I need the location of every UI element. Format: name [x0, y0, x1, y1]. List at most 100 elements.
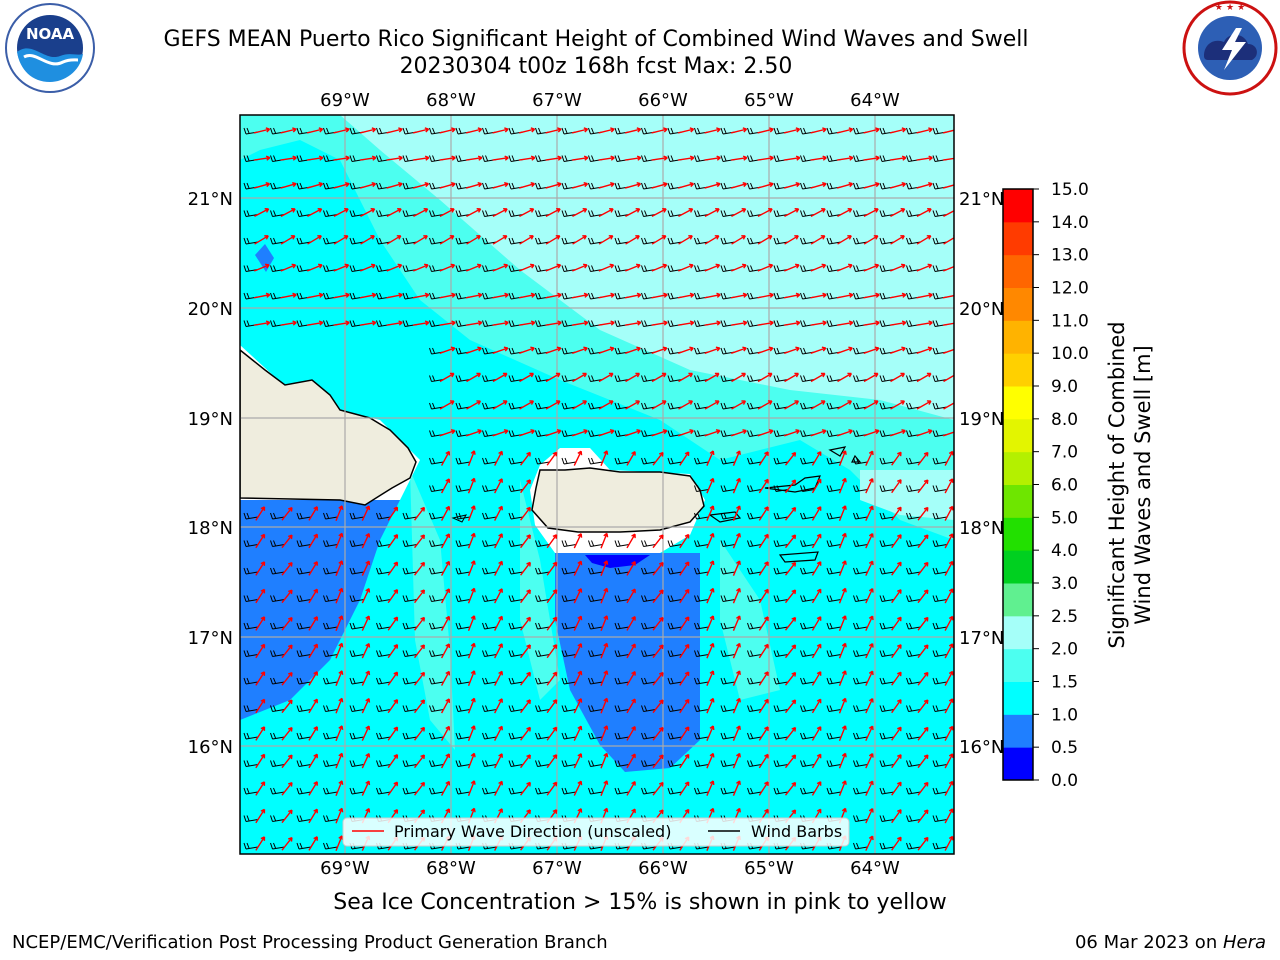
wave-direction-arrow: [281, 836, 293, 851]
wave-direction-arrow: [414, 781, 426, 796]
wave-direction-arrow: [518, 155, 536, 161]
wind-barb: [323, 815, 338, 822]
wind-barb: [932, 457, 948, 465]
wind-barb: [667, 375, 683, 382]
wind-barb: [879, 815, 895, 822]
wind-barb: [932, 732, 948, 740]
wave-direction-arrow: [757, 235, 773, 245]
wave-direction-arrow: [677, 292, 695, 299]
wind-barb: [429, 760, 444, 767]
wind-barb: [826, 595, 842, 602]
wave-direction-arrow: [917, 616, 929, 631]
wave-direction-arrow: [783, 320, 801, 326]
wind-barb: [429, 595, 444, 602]
wind-barb: [535, 732, 550, 740]
wave-direction-arrow: [758, 451, 769, 466]
wind-barb: [773, 567, 789, 575]
wind-barb: [508, 705, 524, 712]
wind-barb: [482, 677, 497, 685]
wave-direction-arrow: [704, 235, 720, 245]
wave-direction-arrow: [412, 181, 430, 189]
wave-direction-arrow: [545, 400, 561, 410]
wave-direction-arrow: [836, 346, 853, 354]
wave-direction-arrow: [944, 450, 954, 466]
wave-direction-arrow: [731, 207, 747, 217]
wave-direction-arrow: [626, 451, 636, 466]
wave-direction-arrow: [706, 780, 715, 796]
wave-direction-arrow: [651, 372, 667, 383]
wind-barb: [879, 732, 895, 740]
wave-direction-arrow: [810, 155, 827, 161]
wave-direction-arrow: [836, 127, 854, 134]
wind-barb: [932, 595, 948, 602]
wave-direction-arrow: [651, 181, 668, 189]
wind-barb: [376, 787, 391, 795]
wave-direction-arrow: [784, 479, 797, 494]
wind-barb: [561, 375, 577, 382]
wind-barb: [747, 512, 762, 520]
wave-direction-arrow: [308, 506, 318, 521]
wave-direction-arrow: [836, 181, 854, 189]
wave-direction-arrow: [944, 753, 954, 769]
wave-direction-arrow: [811, 643, 822, 659]
wind-barb: [906, 457, 921, 465]
wind-barb: [535, 540, 550, 547]
wave-direction-arrow: [545, 429, 562, 437]
colorbar-tick-label: 10.0: [1051, 344, 1089, 364]
wave-direction-arrow: [891, 809, 902, 824]
wave-direction-arrow: [545, 372, 561, 383]
wave-direction-arrow: [837, 372, 853, 383]
wind-barb: [694, 402, 709, 410]
wave-direction-arrow: [361, 643, 371, 659]
wave-direction-arrow: [757, 181, 774, 189]
wave-direction-arrow: [492, 263, 509, 272]
wave-direction-arrow: [865, 808, 874, 824]
wind-barb: [747, 705, 762, 712]
wave-direction-arrow: [783, 346, 800, 354]
wind-barb: [720, 595, 736, 602]
wind-barb: [535, 760, 550, 767]
wave-direction-arrow: [624, 155, 642, 161]
wave-direction-arrow: [863, 235, 879, 245]
wind-barb: [800, 732, 815, 740]
wave-direction-arrow: [333, 207, 349, 217]
wind-barb: [270, 787, 285, 795]
wave-direction-arrow: [704, 292, 721, 299]
wave-direction-arrow: [598, 346, 615, 354]
wind-barb: [906, 787, 921, 795]
wave-direction-arrow: [414, 534, 426, 549]
wind-barb: [376, 677, 391, 685]
wave-direction-arrow: [546, 671, 558, 686]
wind-barb: [402, 760, 418, 767]
wave-direction-arrow: [943, 372, 954, 383]
lon-label-bottom: 66°W: [638, 858, 688, 879]
wind-barb: [747, 650, 762, 657]
wind-barb: [429, 622, 444, 630]
wave-direction-arrow: [414, 754, 426, 769]
wind-barb: [641, 650, 656, 657]
wave-direction-arrow: [679, 671, 690, 686]
wave-direction-arrow: [573, 533, 583, 549]
wave-direction-arrow: [944, 698, 954, 714]
wave-direction-arrow: [518, 346, 535, 354]
wave-direction-arrow: [704, 127, 721, 134]
colorbar-tick-label: 9.0: [1051, 377, 1078, 397]
wave-direction-arrow: [651, 235, 667, 245]
wind-barb: [323, 842, 338, 850]
wind-barb: [429, 237, 444, 245]
wave-direction-arrow: [891, 561, 902, 576]
wave-direction-arrow: [624, 320, 642, 326]
wave-direction-arrow: [889, 429, 906, 437]
wave-direction-arrow: [863, 263, 880, 272]
wind-barb: [376, 595, 391, 602]
wind-barb: [641, 237, 656, 245]
wind-barb: [853, 237, 868, 245]
wave-direction-arrow: [944, 643, 954, 659]
wave-direction-arrow: [757, 263, 774, 272]
wind-barb: [694, 732, 709, 740]
wave-direction-arrow: [545, 207, 561, 217]
wave-direction-arrow: [386, 320, 403, 326]
wave-direction-arrow: [651, 207, 667, 217]
wind-barb: [773, 705, 789, 712]
svg-text:★ ★ ★: ★ ★ ★: [1215, 3, 1245, 13]
